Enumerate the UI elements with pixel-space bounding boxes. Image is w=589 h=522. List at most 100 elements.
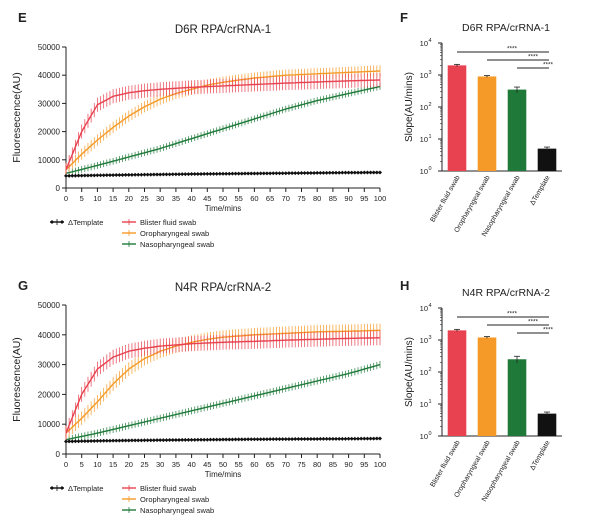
bar-nasopharyngeal-swab — [507, 89, 527, 171]
diamond-marker — [365, 436, 370, 441]
diamond-marker — [346, 170, 351, 175]
y-tick-exponent: 0 — [429, 166, 432, 172]
bar-nasopharyngeal-swab — [507, 359, 527, 436]
diamond-marker — [268, 171, 273, 176]
diamond-marker — [349, 170, 354, 175]
diamond-marker — [343, 436, 348, 441]
diamond-marker — [111, 438, 116, 443]
significance-label: **** — [507, 311, 518, 318]
diamond-marker — [264, 171, 269, 176]
x-tick-label: 100 — [374, 460, 387, 469]
diamond-marker — [302, 171, 307, 176]
legend-marker — [60, 220, 64, 224]
y-tick-label: 10000 — [38, 156, 61, 165]
diamond-marker — [258, 437, 263, 442]
diamond-marker — [183, 437, 188, 442]
diamond-marker — [249, 171, 254, 176]
chart-title: D6R RPA/crRNA-1 — [462, 22, 550, 34]
diamond-marker — [126, 172, 131, 177]
diamond-marker — [255, 171, 260, 176]
diamond-marker — [261, 171, 266, 176]
series-line — [65, 79, 381, 170]
diamond-marker — [129, 172, 134, 177]
diamond-marker — [199, 437, 204, 442]
diamond-marker — [290, 437, 295, 442]
diamond-marker — [120, 438, 125, 443]
diamond-marker — [158, 172, 163, 177]
y-tick-exponent: 3 — [429, 335, 432, 341]
diamond-marker — [82, 173, 87, 178]
significance-label: **** — [543, 327, 554, 334]
diamond-marker — [308, 170, 313, 175]
diamond-marker — [312, 170, 317, 175]
series-line — [65, 85, 381, 174]
diamond-marker — [195, 437, 200, 442]
diamond-marker — [359, 436, 364, 441]
y-axis-label: Slope(AU/mins) — [404, 337, 415, 407]
x-tick-label: 65 — [266, 460, 274, 469]
diamond-marker — [114, 438, 119, 443]
diamond-marker — [359, 170, 364, 175]
diamond-marker — [261, 437, 266, 442]
diamond-marker — [129, 438, 134, 443]
diamond-marker — [95, 438, 100, 443]
diamond-marker — [349, 436, 354, 441]
diamond-marker — [343, 170, 348, 175]
diamond-marker — [224, 171, 229, 176]
diamond-marker — [324, 436, 329, 441]
diamond-marker — [308, 436, 313, 441]
diamond-marker — [233, 437, 238, 442]
y-tick-label: 40000 — [38, 71, 61, 80]
diamond-marker — [296, 171, 301, 176]
diamond-marker — [318, 436, 323, 441]
diamond-marker — [242, 171, 247, 176]
diamond-marker — [67, 173, 72, 178]
diamond-marker — [120, 172, 125, 177]
y-tick-exponent: 1 — [429, 134, 432, 140]
legend-marker — [60, 486, 64, 490]
legend-label: Blister fluid swab — [140, 218, 196, 227]
x-tick-label: 55 — [235, 194, 243, 203]
diamond-marker — [133, 172, 138, 177]
y-tick-label: 10 — [420, 432, 428, 441]
diamond-marker — [199, 171, 204, 176]
x-tick-label: 85 — [329, 194, 337, 203]
diamond-marker — [82, 439, 87, 444]
diamond-marker — [327, 436, 332, 441]
x-tick-label: 95 — [360, 194, 368, 203]
x-tick-label: 45 — [203, 194, 211, 203]
x-axis-label: Time/mins — [205, 470, 242, 479]
diamond-marker — [293, 437, 298, 442]
legend: ΔTemplate Blister fluid swab Oropharyngeal… — [50, 484, 214, 515]
diamond-marker — [296, 437, 301, 442]
diamond-marker — [221, 171, 225, 176]
series-line — [65, 363, 381, 441]
diamond-marker — [73, 439, 78, 444]
diamond-marker — [271, 437, 276, 442]
x-tick-label: 25 — [140, 460, 148, 469]
legend-label: ΔTemplate — [68, 218, 103, 227]
diamond-marker — [230, 437, 235, 442]
diamond-marker — [299, 171, 304, 176]
x-tick-label: 75 — [297, 194, 305, 203]
x-tick-label: 85 — [329, 460, 337, 469]
diamond-marker — [340, 436, 345, 441]
legend-entry-nasopharyngeal-swab: Nasopharyngeal swab — [122, 506, 214, 515]
x-tick-label: 35 — [172, 460, 180, 469]
diamond-marker — [202, 437, 207, 442]
diamond-marker — [104, 438, 109, 443]
diamond-marker — [173, 172, 178, 177]
diamond-marker — [180, 172, 185, 177]
diamond-marker — [208, 437, 213, 442]
y-tick-label: 30000 — [38, 361, 61, 370]
diamond-marker — [255, 437, 260, 442]
legend-entry-blister-fluid-swab: Blister fluid swab — [122, 218, 196, 227]
x-tick-label: 30 — [156, 460, 164, 469]
diamond-marker — [136, 172, 141, 177]
diamond-marker — [327, 170, 332, 175]
legend-entry-template: ΔTemplate — [50, 218, 103, 227]
diamond-marker — [180, 437, 185, 442]
significance-label: **** — [543, 62, 554, 69]
diamond-marker — [340, 170, 345, 175]
